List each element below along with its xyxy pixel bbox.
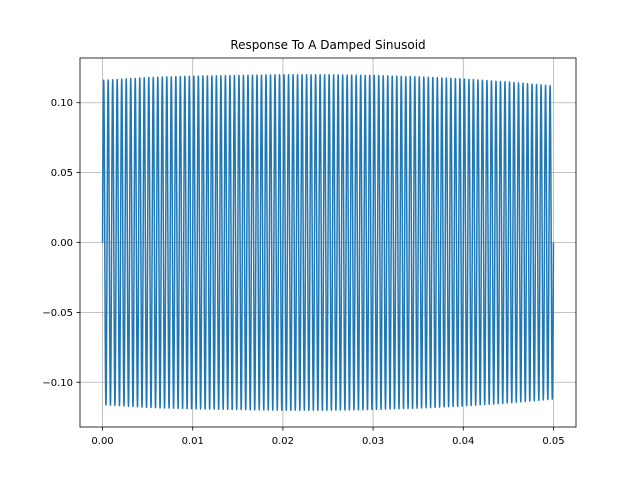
x-tick-label: 0.05: [542, 436, 564, 447]
series-line: [101, 74, 555, 411]
x-tick-label: 0.03: [362, 436, 384, 447]
chart-title: Response To A Damped Sinusoid: [230, 38, 425, 52]
x-tick-label: 0.01: [182, 436, 204, 447]
y-tick-label: 0.10: [51, 98, 73, 109]
x-tick-label: 0.02: [272, 436, 294, 447]
x-tick-label: 0.00: [91, 436, 113, 447]
y-tick-label: −0.05: [42, 308, 73, 319]
series-layer: [101, 74, 555, 411]
y-tick-label: −0.10: [42, 378, 73, 389]
y-tick-label: 0.00: [51, 238, 73, 249]
y-tick-label: 0.05: [51, 168, 73, 179]
x-tick-label: 0.04: [452, 436, 474, 447]
y-axis: −0.10 −0.05 0.00 0.05 0.10: [42, 98, 80, 389]
x-axis: 0.00 0.01 0.02 0.03 0.04 0.05: [91, 427, 565, 447]
